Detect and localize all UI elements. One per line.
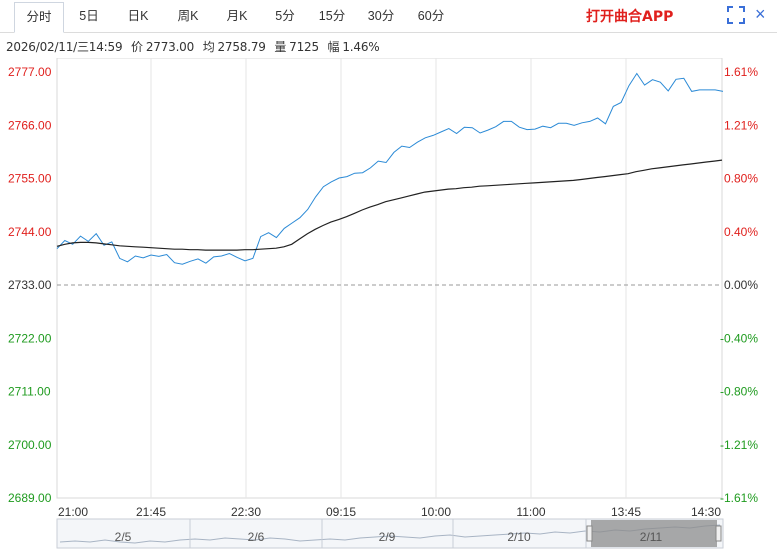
x-tick-label: 10:00 <box>421 505 451 519</box>
tab-3[interactable]: 周K <box>177 9 199 23</box>
y-tick-right: -0.40% <box>720 331 758 345</box>
price-label: 价 <box>131 40 143 54</box>
tab-0[interactable]: 分时 <box>14 2 64 33</box>
average-line <box>56 159 723 251</box>
volume-label: 量 <box>274 40 287 54</box>
y-tick-left: 2700.00 <box>8 438 52 452</box>
plot-frame <box>56 58 723 499</box>
quote-info-bar: 2026/02/11/三14:59 价 2773.00 均 2758.79 量 712… <box>6 38 384 55</box>
tab-2[interactable]: 日K <box>127 9 149 23</box>
navigator-right-handle[interactable] <box>715 525 722 542</box>
x-tick-label: 11:00 <box>516 505 545 519</box>
y-tick-left: 2722.00 <box>8 331 52 345</box>
time-navigator[interactable]: 2/5 2/6 2/9 2/10 2/11 <box>0 518 777 549</box>
x-tick-label: 13:45 <box>611 505 641 519</box>
price-line <box>56 72 724 265</box>
y-tick-right: -1.61% <box>720 491 758 505</box>
x-tick-label: 09:15 <box>326 505 356 519</box>
avg-label: 均 <box>202 40 215 54</box>
navigator-left-handle[interactable] <box>586 525 593 542</box>
y-tick-right: -0.80% <box>720 385 758 399</box>
expand-icon[interactable] <box>727 6 745 24</box>
quote-datetime: 2026/02/11/三14:59 <box>6 40 123 54</box>
y-tick-left: 2755.00 <box>8 172 52 186</box>
x-tick-label: 21:45 <box>136 505 166 519</box>
navigator-date-label: 2/10 <box>507 530 531 544</box>
tab-4[interactable]: 月K <box>226 9 248 23</box>
volume-value: 7125 <box>289 40 319 54</box>
y-tick-left: 2733.00 <box>8 278 52 292</box>
tab-8[interactable]: 60分 <box>417 9 445 23</box>
navigator-selection[interactable] <box>591 520 717 547</box>
navigator-date-label: 2/9 <box>379 530 396 544</box>
close-icon[interactable]: × <box>755 4 766 24</box>
x-tick-label: 22:30 <box>231 505 261 519</box>
navigator-date-label: 2/6 <box>248 530 265 544</box>
y-tick-right: -1.21% <box>720 438 758 452</box>
y-tick-right: 1.61% <box>724 65 758 79</box>
navigator-date-label: 2/11 <box>640 530 663 544</box>
tab-6[interactable]: 15分 <box>318 9 346 23</box>
y-tick-right: 0.00% <box>724 278 758 292</box>
y-tick-right: 1.21% <box>724 118 758 132</box>
tab-1[interactable]: 5日 <box>79 9 99 23</box>
y-tick-left: 2777.00 <box>8 65 52 79</box>
amplitude-label: 幅 <box>327 40 340 54</box>
x-tick-label: 14:30 <box>691 505 721 519</box>
y-tick-left: 2689.00 <box>8 491 52 505</box>
intraday-chart[interactable]: 2777.00 1.61% 2766.00 1.21% 2755.00 0.80% 2744… <box>0 58 777 520</box>
tab-5[interactable]: 5分 <box>275 9 295 23</box>
avg-value: 2758.79 <box>217 40 266 54</box>
y-tick-right: 0.40% <box>724 225 758 239</box>
y-tick-left: 2711.00 <box>8 385 51 399</box>
price-value: 2773.00 <box>145 40 195 54</box>
y-tick-right: 0.80% <box>724 172 758 186</box>
period-tab-bar: 分时 5日 日K 周K 月K 5分 15分 30分 60分 打开曲合APP × <box>0 0 777 33</box>
x-tick-label: 21:00 <box>58 505 88 519</box>
y-tick-left: 2766.00 <box>8 118 52 132</box>
tab-7[interactable]: 30分 <box>367 9 395 23</box>
amplitude-value: 1.46% <box>342 40 380 54</box>
navigator-date-label: 2/5 <box>115 530 132 544</box>
y-tick-left: 2744.00 <box>8 225 52 239</box>
open-app-link[interactable]: 打开曲合APP <box>586 9 674 25</box>
